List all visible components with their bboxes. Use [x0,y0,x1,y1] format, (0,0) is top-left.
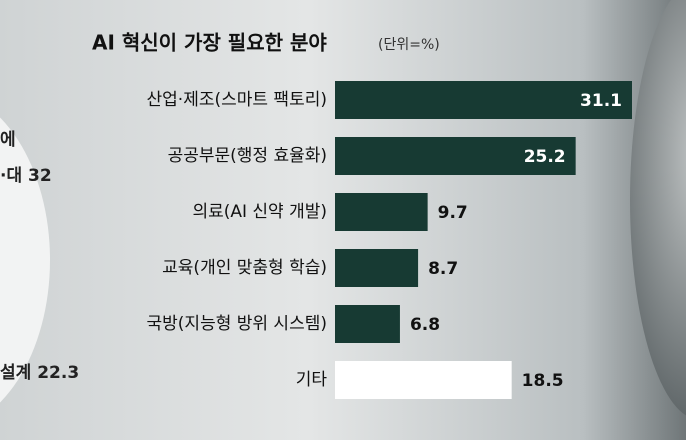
chart-subtitle: (단위=%) [378,37,440,53]
background-figure [630,0,686,416]
annotation: 설계 22.3 [0,363,79,383]
value-label: 9.7 [438,203,468,223]
bar [335,137,576,175]
value-label: 6.8 [410,315,440,335]
bar [335,305,400,343]
category-label: 국방(지능형 방위 시스템) [147,314,327,334]
category-label: 교육(개인 맞춤형 학습) [162,258,327,278]
bar [335,361,512,399]
background-circle [0,117,50,403]
value-label: 8.7 [428,259,458,279]
category-label: 의료(AI 신약 개발) [192,202,327,222]
annotation: ·대 32 [0,166,52,186]
category-label: 공공부문(행정 효율화) [168,146,327,166]
category-label: 기타 [296,370,328,390]
bar [335,249,419,287]
bar [335,81,632,119]
value-label: 18.5 [522,371,564,391]
category-label: 산업·제조(스마트 팩토리) [147,90,327,110]
value-label: 25.2 [524,147,566,167]
value-label: 31.1 [580,91,622,111]
annotation: 에 [0,130,16,150]
bar [335,193,428,231]
chart-title: AI 혁신이 가장 필요한 분야 [92,31,327,55]
